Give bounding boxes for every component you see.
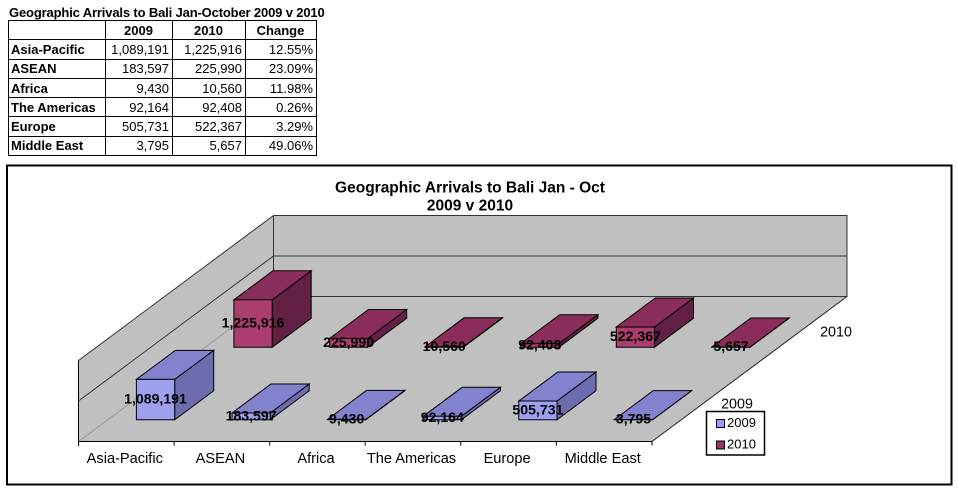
svg-text:10,560: 10,560 (423, 338, 466, 354)
svg-text:2010: 2010 (820, 324, 852, 340)
svg-text:5,657: 5,657 (713, 338, 748, 354)
svg-text:1,089,191: 1,089,191 (124, 391, 187, 407)
svg-text:183,597: 183,597 (226, 407, 277, 423)
svg-text:ASEAN: ASEAN (196, 451, 245, 467)
svg-text:3,795: 3,795 (616, 411, 651, 427)
svg-text:522,367: 522,367 (610, 328, 661, 344)
svg-text:Middle East: Middle East (565, 451, 641, 467)
svg-text:2009 v 2010: 2009 v 2010 (427, 197, 513, 214)
svg-text:9,430: 9,430 (329, 411, 364, 427)
svg-text:Geographic Arrivals to Bali Ja: Geographic Arrivals to Bali Jan - Oct (335, 180, 605, 197)
svg-text:92,164: 92,164 (421, 409, 464, 425)
svg-text:Asia-Pacific: Asia-Pacific (87, 451, 163, 467)
svg-text:225,990: 225,990 (323, 334, 374, 350)
svg-text:2010: 2010 (727, 437, 756, 452)
svg-text:The Americas: The Americas (367, 451, 456, 467)
svg-text:2009: 2009 (727, 415, 756, 430)
svg-text:Africa: Africa (297, 451, 335, 467)
svg-text:505,731: 505,731 (512, 401, 563, 417)
svg-text:92,408: 92,408 (518, 337, 561, 353)
svg-text:2009: 2009 (721, 396, 753, 412)
svg-text:Europe: Europe (484, 451, 531, 467)
svg-text:1,225,916: 1,225,916 (222, 315, 285, 331)
